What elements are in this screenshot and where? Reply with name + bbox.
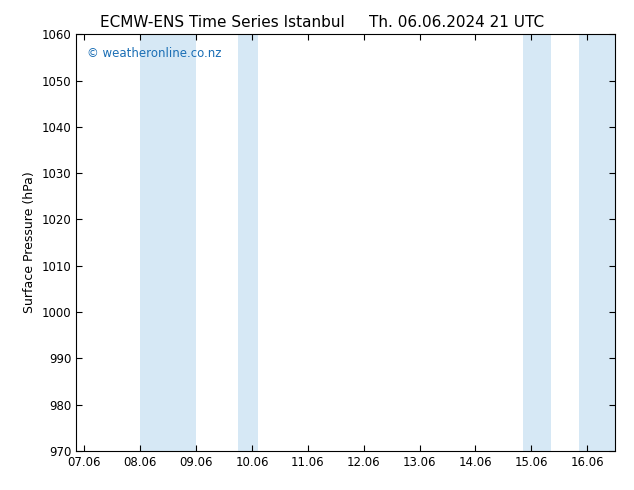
Bar <box>579 34 615 451</box>
Text: Th. 06.06.2024 21 UTC: Th. 06.06.2024 21 UTC <box>369 15 544 30</box>
Bar <box>523 34 551 451</box>
Bar <box>238 34 257 451</box>
Text: © weatheronline.co.nz: © weatheronline.co.nz <box>87 47 221 60</box>
Y-axis label: Surface Pressure (hPa): Surface Pressure (hPa) <box>23 172 36 314</box>
Text: ECMW-ENS Time Series Istanbul: ECMW-ENS Time Series Istanbul <box>100 15 344 30</box>
Bar <box>140 34 196 451</box>
